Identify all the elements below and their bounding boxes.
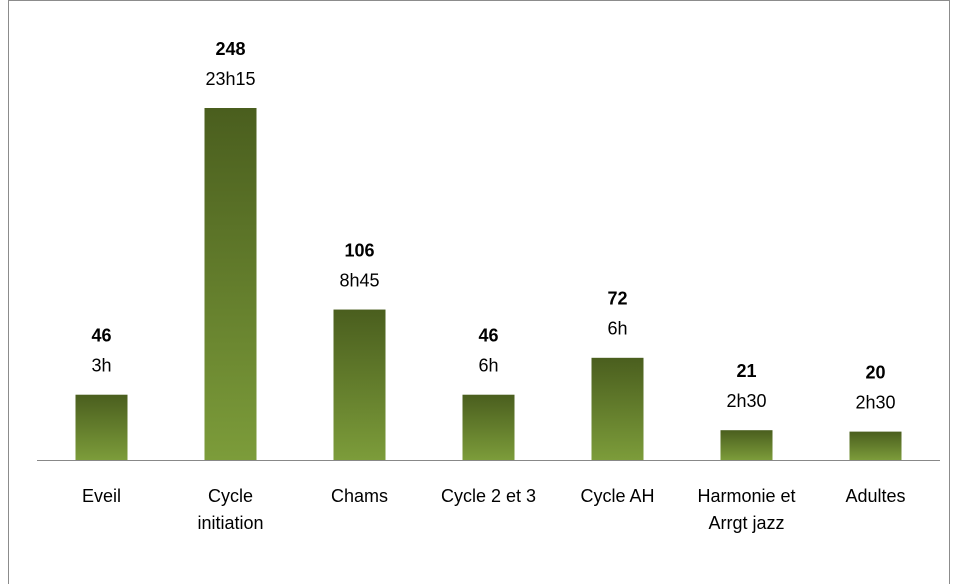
bar [75,394,128,460]
bar [333,309,386,460]
bar [462,394,515,460]
x-tick-label: Chams [330,486,388,506]
bar [204,108,257,460]
frame [8,0,950,584]
x-tick-label: Cycle initiation [197,486,264,533]
x-tick-label: Adultes [845,486,906,506]
value-label: 20 [865,362,885,382]
hours-label: 23h15 [205,69,255,89]
x-tick-label: Cycle AH [580,486,655,506]
value-label: 21 [736,361,756,381]
value-label: 46 [91,325,111,345]
bar [720,430,773,460]
bar [591,357,644,460]
hours-label: 8h45 [339,270,379,290]
hours-label: 2h30 [855,392,895,412]
hours-label: 6h [478,355,498,375]
value-label: 72 [607,289,627,309]
value-label: 106 [344,240,374,260]
x-tick-label: Harmonie et Arrgt jazz [697,486,796,533]
hours-label: 3h [91,355,111,375]
hours-label: 2h30 [726,391,766,411]
x-tick-label: Eveil [81,486,121,506]
bar [849,431,902,460]
x-tick-label: Cycle 2 et 3 [440,486,537,506]
value-label: 46 [478,325,498,345]
hours-label: 6h [607,319,627,339]
value-label: 248 [215,39,245,59]
